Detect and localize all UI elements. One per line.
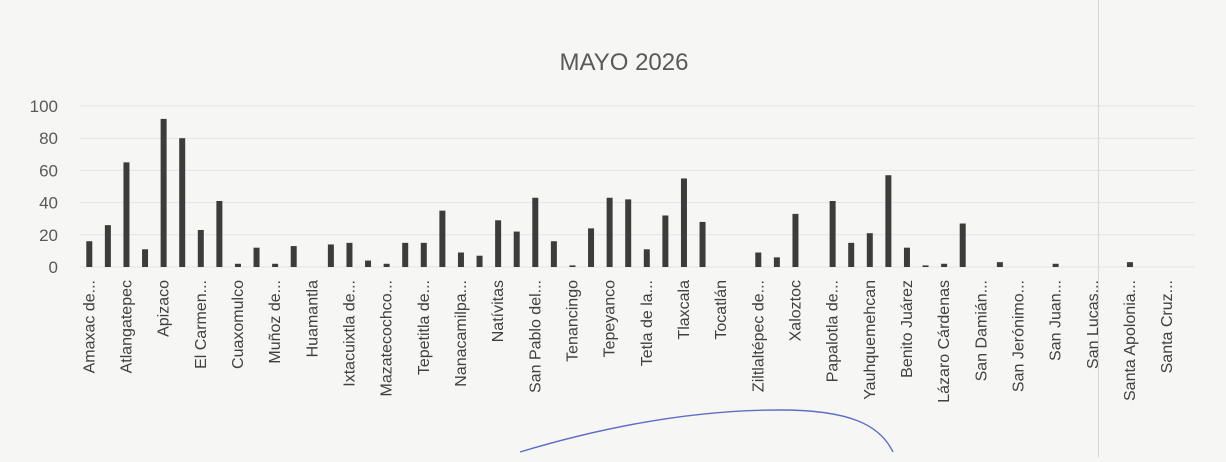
bar <box>755 252 762 267</box>
x-tick-label: Apizaco <box>156 280 173 337</box>
x-tick-label: Natívitas <box>490 280 507 342</box>
x-tick-label: Mazatecochco... <box>379 280 396 397</box>
x-tick-label: Tepeyanco <box>602 280 619 357</box>
bar <box>1052 263 1059 267</box>
x-tick-label: Tetla de la... <box>639 280 656 366</box>
bar <box>996 262 1003 267</box>
y-axis-ticks: 0 20 40 60 80 100 <box>30 97 58 277</box>
bar <box>346 242 353 267</box>
y-tick-label: 100 <box>30 97 58 116</box>
x-tick-label: Xaloztoc <box>787 280 804 341</box>
y-tick-label: 40 <box>39 194 58 213</box>
x-tick-label: Tepetitla de... <box>416 280 433 375</box>
bar <box>866 233 873 267</box>
bar <box>439 210 446 267</box>
x-tick-label: Muñoz de... <box>267 280 284 364</box>
x-tick-label: Tenancingo <box>564 280 581 362</box>
x-tick-label: San Lucas... <box>1085 280 1102 369</box>
x-tick-label: Santa Cruz... <box>1159 280 1176 373</box>
gridlines <box>80 105 1195 268</box>
y-tick-label: 0 <box>49 258 58 277</box>
bar <box>1126 262 1133 267</box>
x-tick-label: Nanacamilpa... <box>453 280 470 387</box>
bar <box>699 221 706 267</box>
x-tick-label: Amaxac de... <box>81 280 98 373</box>
x-tick-label: Papalotla de... <box>825 280 842 382</box>
bar <box>885 175 892 267</box>
pen-mark-annotation <box>519 409 894 453</box>
x-tick-label: Lázaro Cárdenas <box>936 280 953 403</box>
bar <box>625 199 632 267</box>
bar <box>792 213 799 267</box>
bar <box>680 178 687 267</box>
bar <box>104 225 111 267</box>
x-axis-labels: Amaxac de... Atlangatepec Apizaco El Carmen… <box>81 280 1176 403</box>
y-tick-label: 60 <box>39 161 58 180</box>
bar <box>272 263 279 267</box>
bar <box>606 197 613 267</box>
bar <box>234 263 241 267</box>
bar <box>662 215 669 267</box>
x-tick-label: Tocatlán <box>713 280 730 340</box>
bar <box>216 200 223 267</box>
bar <box>513 231 520 267</box>
bar <box>588 228 595 267</box>
bar <box>420 242 427 267</box>
x-tick-label: Yauhquemehcan <box>862 280 879 400</box>
bar <box>123 162 130 267</box>
bar <box>941 263 948 267</box>
bar <box>495 220 502 267</box>
x-tick-label: Ziltlaltépec de... <box>750 280 767 392</box>
x-tick-label: Tlaxcala <box>676 280 693 340</box>
x-tick-label: Ixtacuixtla de... <box>341 280 358 387</box>
bar <box>253 247 260 267</box>
x-tick-label: San Jerónimo... <box>1010 280 1027 392</box>
y-tick-label: 20 <box>39 226 58 245</box>
chart-title: MAYO 2026 <box>560 49 689 76</box>
bar <box>290 246 297 267</box>
x-tick-label: Benito Juárez <box>899 280 916 378</box>
bar <box>550 241 557 267</box>
x-tick-label: El Carmen... <box>193 280 210 369</box>
bar <box>569 265 576 267</box>
bar <box>197 229 204 267</box>
bar <box>365 260 372 267</box>
x-tick-label: San Pablo del... <box>527 280 544 393</box>
y-tick-label: 80 <box>39 129 58 148</box>
bar <box>959 223 966 267</box>
x-tick-label: Cuaxomulco <box>230 280 247 369</box>
x-tick-label: San Juan... <box>1048 280 1065 361</box>
x-tick-label: Santa Apolonia... <box>1122 280 1139 401</box>
bar <box>476 255 483 267</box>
x-tick-label: Huamantla <box>304 280 321 357</box>
bar <box>86 241 93 267</box>
bar <box>457 252 464 267</box>
bar <box>402 242 409 267</box>
bar <box>829 200 836 267</box>
bar <box>643 249 650 267</box>
bar <box>383 263 390 267</box>
bar <box>903 247 910 267</box>
x-tick-label: San Damián... <box>973 280 990 381</box>
bars <box>86 118 1133 267</box>
paper-fold-line <box>1098 0 1099 457</box>
bar <box>848 242 855 267</box>
bar <box>160 118 167 267</box>
bar <box>327 244 334 267</box>
bar <box>179 138 186 267</box>
bar <box>773 257 780 267</box>
bar <box>142 249 149 267</box>
x-tick-label: Atlangatepec <box>118 280 135 373</box>
bar <box>532 197 539 267</box>
bar <box>922 265 929 267</box>
